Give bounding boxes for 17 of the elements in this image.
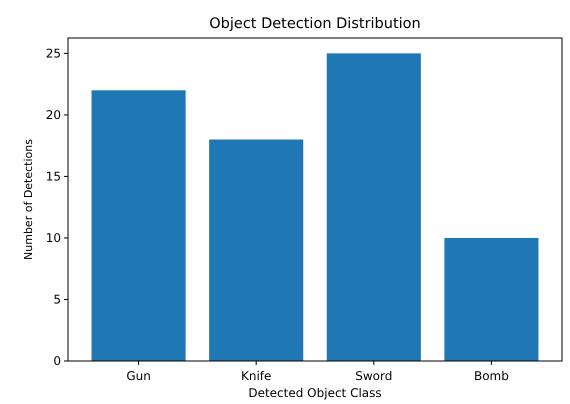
x-tick-label: Gun xyxy=(126,369,151,383)
x-tick-label: Bomb xyxy=(474,369,509,383)
chart-title: Object Detection Distribution xyxy=(209,16,421,32)
y-tick-label: 10 xyxy=(46,231,61,246)
y-tick-label: 5 xyxy=(53,292,61,307)
bar xyxy=(92,90,186,361)
y-tick-label: 20 xyxy=(46,108,61,122)
x-tick-label: Knife xyxy=(240,369,272,383)
x-tick-label: Sword xyxy=(355,369,392,383)
y-axis-title: Number of Detections xyxy=(22,138,35,260)
y-tick-label: 25 xyxy=(46,46,61,61)
y-tick-label: 0 xyxy=(53,354,61,368)
bar xyxy=(326,53,421,361)
bar xyxy=(444,238,538,361)
x-axis-title: Detected Object Class xyxy=(248,386,382,400)
y-tick-label: 15 xyxy=(46,170,61,184)
bar xyxy=(209,140,304,361)
